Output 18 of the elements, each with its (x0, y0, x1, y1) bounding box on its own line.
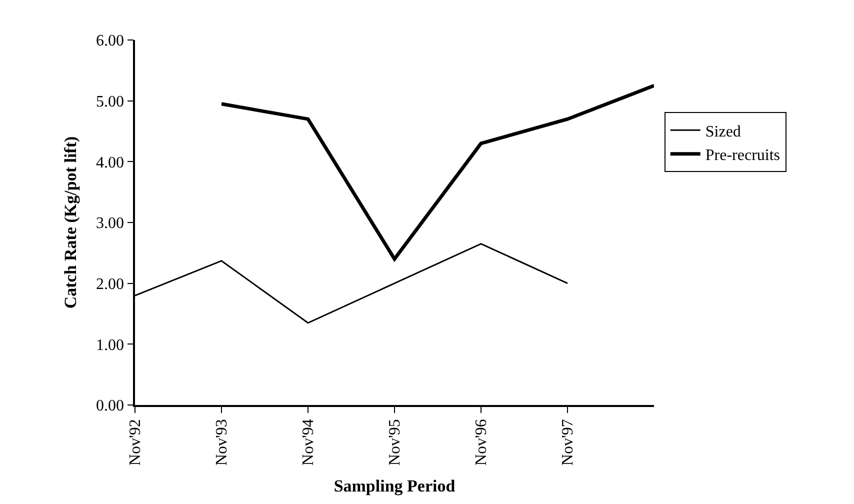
x-tick-label: Nov'97 (560, 419, 577, 466)
x-tick-label: Nov'94 (300, 419, 318, 466)
legend-label: Pre-recruits (705, 147, 780, 164)
x-tick-label: Nov'92 (127, 419, 144, 466)
x-tick-label: Nov'96 (473, 419, 490, 466)
legend-label: Sized (705, 123, 741, 140)
y-tick-label: 1.00 (96, 336, 124, 354)
y-tick-label: 0.00 (96, 398, 124, 415)
y-tick-label: 4.00 (96, 154, 124, 172)
y-tick-label: 5.00 (96, 93, 124, 110)
line-series (220, 84, 654, 261)
y-axis-title: Catch Rate (Kg/pot lift) (61, 136, 80, 309)
x-axis-title: Sampling Period (334, 476, 456, 496)
y-tick-label: 6.00 (96, 32, 124, 50)
x-tick-label: Nov'93 (214, 419, 231, 466)
x-tick-label: Nov'95 (386, 419, 404, 466)
y-tick-label: 2.00 (96, 276, 124, 293)
y-tick-label: 3.00 (96, 215, 124, 232)
